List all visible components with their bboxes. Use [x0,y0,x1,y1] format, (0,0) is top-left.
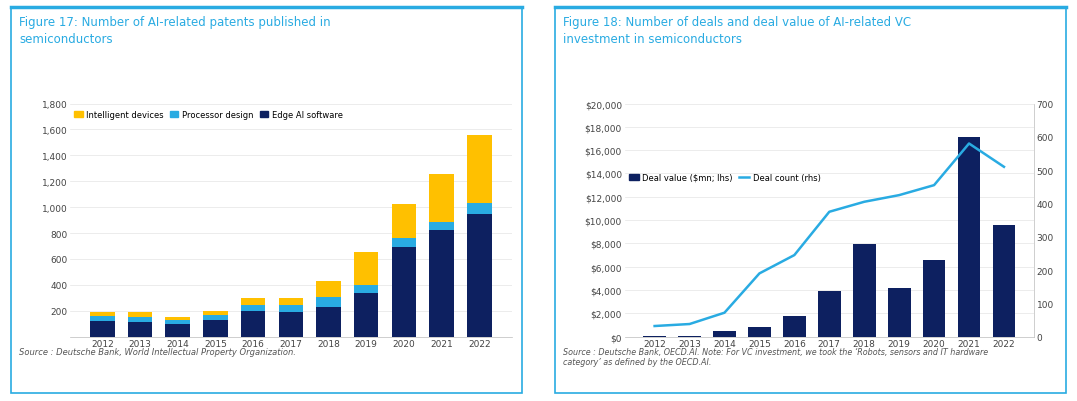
Bar [279,312,303,337]
Bar [467,215,491,337]
Text: Figure 17: Number of AI-related patents published in
semiconductors: Figure 17: Number of AI-related patents … [19,16,331,46]
Bar [166,317,190,320]
Bar [430,222,453,231]
Bar [166,320,190,324]
Bar [241,305,265,311]
Bar [430,174,453,222]
Bar [128,317,152,323]
Legend: Deal value ($mn; lhs), Deal count (rhs): Deal value ($mn; lhs), Deal count (rhs) [629,174,821,182]
Bar [749,327,771,337]
Bar [923,261,946,337]
Bar [90,312,114,316]
Bar [957,138,980,337]
Text: Figure 18: Number of deals and deal value of AI-related VC
investment in semicon: Figure 18: Number of deals and deal valu… [563,16,911,46]
Bar [241,298,265,305]
Bar [317,298,340,308]
Bar [467,203,491,215]
Bar [317,308,340,337]
Bar [783,316,806,337]
Bar [679,336,701,337]
Bar [392,205,416,239]
Bar [354,294,378,337]
Bar [392,239,416,248]
Bar [166,324,190,337]
Bar [279,306,303,312]
Bar [817,291,841,337]
Bar [713,331,736,337]
Text: Source : Deutsche Bank, OECD.AI. Note: For VC investment, we took the ‘Robots, s: Source : Deutsche Bank, OECD.AI. Note: F… [563,347,989,366]
Bar [279,298,303,306]
Bar [392,248,416,337]
Bar [90,316,114,321]
Bar [467,136,491,203]
Bar [354,286,378,294]
Bar [128,312,152,317]
Bar [887,289,910,337]
Bar [204,320,227,337]
Legend: Intelligent devices, Processor design, Edge AI software: Intelligent devices, Processor design, E… [74,111,342,120]
Bar [317,282,340,298]
Bar [204,315,227,320]
Bar [853,244,876,337]
Bar [241,311,265,337]
Bar [993,226,1016,337]
Bar [128,323,152,337]
Bar [430,231,453,337]
Bar [204,311,227,315]
Bar [90,321,114,337]
Text: Source : Deutsche Bank, World Intellectual Property Organization.: Source : Deutsche Bank, World Intellectu… [19,347,296,356]
Bar [643,336,666,337]
Bar [354,253,378,286]
